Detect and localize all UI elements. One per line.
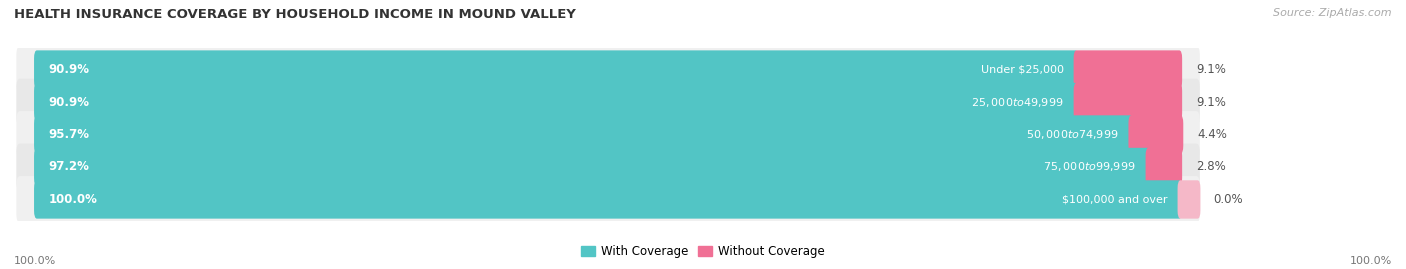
FancyBboxPatch shape	[34, 50, 1078, 89]
Text: 0.0%: 0.0%	[1213, 193, 1243, 206]
Text: $50,000 to $74,999: $50,000 to $74,999	[1026, 128, 1119, 141]
FancyBboxPatch shape	[17, 144, 1199, 190]
FancyBboxPatch shape	[1074, 50, 1182, 89]
FancyBboxPatch shape	[34, 180, 1182, 219]
Legend: With Coverage, Without Coverage: With Coverage, Without Coverage	[576, 241, 830, 263]
FancyBboxPatch shape	[17, 79, 1199, 125]
FancyBboxPatch shape	[34, 83, 1078, 121]
Text: $100,000 and over: $100,000 and over	[1063, 194, 1168, 204]
FancyBboxPatch shape	[1178, 180, 1201, 219]
Text: $75,000 to $99,999: $75,000 to $99,999	[1043, 161, 1136, 174]
Text: Source: ZipAtlas.com: Source: ZipAtlas.com	[1274, 8, 1392, 18]
FancyBboxPatch shape	[17, 111, 1199, 158]
FancyBboxPatch shape	[34, 148, 1150, 186]
Text: 2.8%: 2.8%	[1197, 161, 1226, 174]
Text: 97.2%: 97.2%	[48, 161, 89, 174]
Text: 100.0%: 100.0%	[1350, 256, 1392, 266]
FancyBboxPatch shape	[1146, 148, 1182, 186]
Text: 95.7%: 95.7%	[48, 128, 90, 141]
Text: 9.1%: 9.1%	[1197, 63, 1226, 76]
Text: HEALTH INSURANCE COVERAGE BY HOUSEHOLD INCOME IN MOUND VALLEY: HEALTH INSURANCE COVERAGE BY HOUSEHOLD I…	[14, 8, 576, 21]
Text: 90.9%: 90.9%	[48, 95, 90, 108]
Text: 90.9%: 90.9%	[48, 63, 90, 76]
FancyBboxPatch shape	[17, 176, 1199, 223]
Text: 100.0%: 100.0%	[48, 193, 97, 206]
FancyBboxPatch shape	[1074, 83, 1182, 121]
FancyBboxPatch shape	[34, 115, 1133, 154]
Text: $25,000 to $49,999: $25,000 to $49,999	[972, 95, 1064, 108]
Text: 100.0%: 100.0%	[14, 256, 56, 266]
Text: 4.4%: 4.4%	[1198, 128, 1227, 141]
FancyBboxPatch shape	[1129, 115, 1184, 154]
FancyBboxPatch shape	[17, 46, 1199, 93]
Text: 9.1%: 9.1%	[1197, 95, 1226, 108]
Text: Under $25,000: Under $25,000	[981, 65, 1064, 75]
